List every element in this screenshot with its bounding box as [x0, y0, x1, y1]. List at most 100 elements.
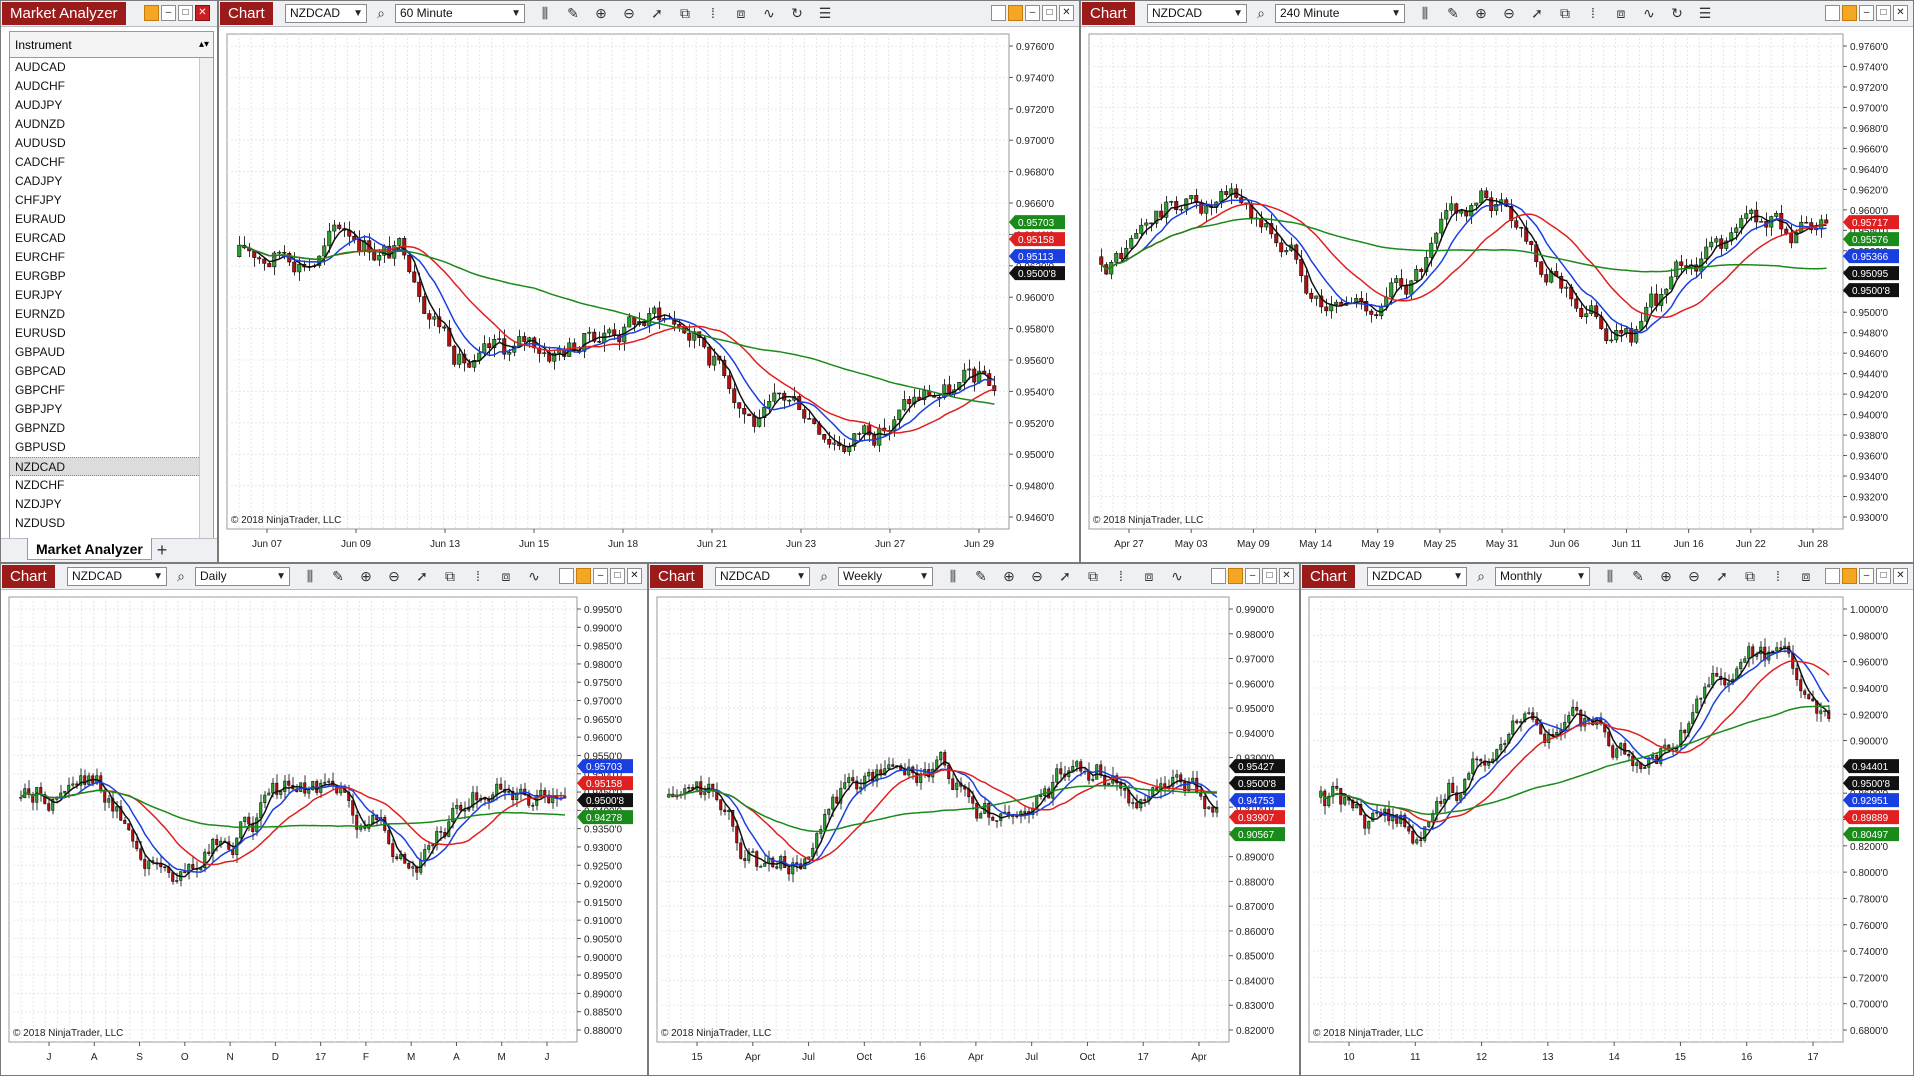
minimize-icon[interactable]: –: [1025, 5, 1040, 21]
chart-title[interactable]: Chart: [650, 565, 703, 588]
sort-icon[interactable]: ▴▾: [198, 39, 209, 50]
instrument-search-icon[interactable]: ⌕: [820, 568, 828, 584]
draw-tool-icon[interactable]: ✎: [1447, 5, 1459, 21]
interval-dropdown[interactable]: 60 Minute ▼: [395, 4, 525, 23]
instrument-row-nzdjpy[interactable]: NZDJPY: [15, 497, 62, 511]
zoom-in-icon[interactable]: ⊕: [1660, 568, 1672, 584]
data-box-icon[interactable]: ⧉: [1560, 5, 1570, 21]
strategy-icon[interactable]: ⧈: [1616, 5, 1626, 21]
chart-title[interactable]: Chart: [2, 565, 55, 588]
instrument-row-audnzd[interactable]: AUDNZD: [15, 117, 65, 131]
data-box-icon[interactable]: ⧉: [680, 5, 690, 21]
link-color-icon[interactable]: [144, 5, 159, 21]
instrument-row-gbpaud[interactable]: GBPAUD: [15, 345, 65, 359]
draw-tool-icon[interactable]: ✎: [1632, 568, 1644, 584]
instrument-row-cadjpy[interactable]: CADJPY: [15, 174, 63, 188]
link-icon[interactable]: [1211, 568, 1226, 584]
instrument-dropdown[interactable]: NZDCAD ▼: [715, 567, 810, 586]
zoom-out-icon[interactable]: ⊖: [1503, 5, 1515, 21]
refresh-icon[interactable]: ↻: [1671, 5, 1683, 21]
link-icon[interactable]: [991, 5, 1006, 21]
instrument-row-nzdchf[interactable]: NZDCHF: [15, 478, 65, 492]
instrument-row-eurcad[interactable]: EURCAD: [15, 231, 66, 245]
close-icon[interactable]: ✕: [1893, 5, 1908, 21]
minimize-icon[interactable]: –: [593, 568, 608, 584]
strategy-icon[interactable]: ⧈: [1144, 568, 1154, 584]
minimize-icon[interactable]: –: [1245, 568, 1260, 584]
link-icon[interactable]: [1825, 568, 1840, 584]
zoom-out-icon[interactable]: ⊖: [1031, 568, 1043, 584]
properties-icon[interactable]: ⁞: [1119, 568, 1123, 584]
zoom-out-icon[interactable]: ⊖: [1688, 568, 1700, 584]
strategy-icon[interactable]: ⧈: [736, 5, 746, 21]
instrument-row-cadchf[interactable]: CADCHF: [15, 155, 65, 169]
refresh-icon[interactable]: ↻: [791, 5, 803, 21]
chart-title[interactable]: Chart: [1082, 2, 1135, 25]
link-color-icon[interactable]: [1842, 568, 1857, 584]
data-box-icon[interactable]: ⧉: [1745, 568, 1755, 584]
instrument-list[interactable]: Instrument ▴▾ AUDCAD AUDCHF AUDJPY AUDNZD AUD…: [9, 31, 214, 541]
minimize-icon[interactable]: –: [1859, 5, 1874, 21]
zoom-out-icon[interactable]: ⊖: [388, 568, 400, 584]
maximize-icon[interactable]: □: [1042, 5, 1057, 21]
instrument-search-icon[interactable]: ⌕: [377, 5, 385, 21]
instrument-dropdown[interactable]: NZDCAD ▼: [285, 4, 367, 23]
link-color-icon[interactable]: [1842, 5, 1857, 21]
instrument-row-audjpy[interactable]: AUDJPY: [15, 98, 63, 112]
zoom-out-icon[interactable]: ⊖: [623, 5, 635, 21]
interval-dropdown[interactable]: Daily ▼: [195, 567, 290, 586]
draw-tool-icon[interactable]: ✎: [567, 5, 579, 21]
maximize-icon[interactable]: □: [1876, 568, 1891, 584]
instrument-row-gbpcad[interactable]: GBPCAD: [15, 364, 66, 378]
pointer-icon[interactable]: ➚: [651, 5, 663, 21]
instrument-row-gbpchf[interactable]: GBPCHF: [15, 383, 66, 397]
pointer-icon[interactable]: ➚: [1059, 568, 1071, 584]
link-color-icon[interactable]: [1228, 568, 1243, 584]
maximize-icon[interactable]: □: [1262, 568, 1277, 584]
instrument-search-icon[interactable]: ⌕: [177, 568, 185, 584]
add-tab-button[interactable]: +: [156, 540, 168, 560]
maximize-icon[interactable]: □: [1876, 5, 1891, 21]
instrument-search-icon[interactable]: ⌕: [1257, 5, 1265, 21]
link-color-icon[interactable]: [1008, 5, 1023, 21]
instrument-column-header[interactable]: Instrument ▴▾: [10, 32, 213, 58]
close-icon[interactable]: ✕: [1279, 568, 1294, 584]
bar-style-icon[interactable]: ⫼: [1421, 5, 1429, 21]
close-icon[interactable]: ✕: [1893, 568, 1908, 584]
instrument-row-eurgbp[interactable]: EURGBP: [15, 269, 66, 283]
bar-style-icon[interactable]: ⫼: [541, 5, 549, 21]
chart-title[interactable]: Chart: [1302, 565, 1355, 588]
minimize-icon[interactable]: –: [161, 5, 176, 21]
instrument-row-eurusd[interactable]: EURUSD: [15, 326, 66, 340]
maximize-icon[interactable]: □: [178, 5, 193, 21]
list-scrollbar[interactable]: [199, 58, 213, 540]
zoom-in-icon[interactable]: ⊕: [360, 568, 372, 584]
link-icon[interactable]: [1825, 5, 1840, 21]
list-icon[interactable]: ☰: [1698, 5, 1712, 21]
indicators-icon[interactable]: ∿: [528, 568, 540, 584]
link-icon[interactable]: [559, 568, 574, 584]
instrument-row-nzdusd[interactable]: NZDUSD: [15, 516, 65, 530]
strategy-icon[interactable]: ⧈: [501, 568, 511, 584]
instrument-row-gbpnzd[interactable]: GBPNZD: [15, 421, 66, 435]
instrument-row-gbpjpy[interactable]: GBPJPY: [15, 402, 63, 416]
interval-dropdown[interactable]: Monthly ▼: [1495, 567, 1590, 586]
link-color-icon[interactable]: [576, 568, 591, 584]
draw-tool-icon[interactable]: ✎: [332, 568, 344, 584]
bar-style-icon[interactable]: ⫼: [306, 568, 314, 584]
pointer-icon[interactable]: ➚: [416, 568, 428, 584]
zoom-in-icon[interactable]: ⊕: [1475, 5, 1487, 21]
instrument-row-chfjpy[interactable]: CHFJPY: [15, 193, 62, 207]
maximize-icon[interactable]: □: [610, 568, 625, 584]
properties-icon[interactable]: ⁞: [1776, 568, 1780, 584]
properties-icon[interactable]: ⁞: [1591, 5, 1595, 21]
indicators-icon[interactable]: ∿: [1643, 5, 1655, 21]
instrument-dropdown[interactable]: NZDCAD ▼: [1367, 567, 1467, 586]
close-icon[interactable]: ✕: [195, 5, 210, 21]
zoom-in-icon[interactable]: ⊕: [1003, 568, 1015, 584]
instrument-row-euraud[interactable]: EURAUD: [15, 212, 66, 226]
instrument-dropdown[interactable]: NZDCAD ▼: [67, 567, 167, 586]
instrument-row-audchf[interactable]: AUDCHF: [15, 79, 65, 93]
draw-tool-icon[interactable]: ✎: [975, 568, 987, 584]
zoom-in-icon[interactable]: ⊕: [595, 5, 607, 21]
